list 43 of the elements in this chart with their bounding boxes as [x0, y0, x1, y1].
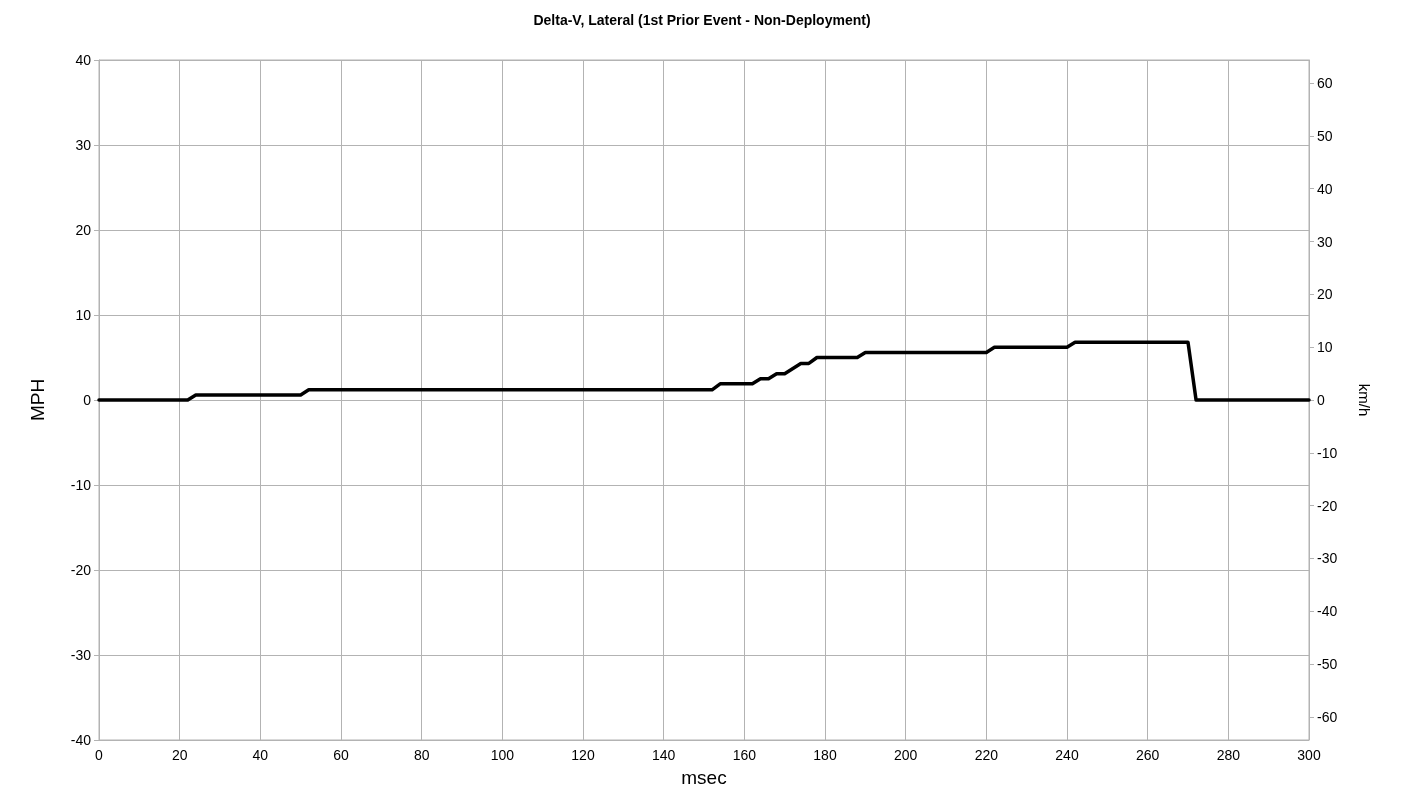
x-tick-label: 40: [252, 747, 269, 763]
y-axis-title: MPH: [27, 378, 48, 422]
x-tick-label: 240: [1055, 747, 1079, 763]
y2-tick-label: 60: [1317, 75, 1333, 92]
x-axis-title: msec: [681, 767, 727, 788]
chart-title: Delta-V, Lateral (1st Prior Event - Non-Deployment): [533, 12, 871, 28]
y2-tick-label: 30: [1317, 233, 1333, 250]
x-tick-label: 80: [413, 747, 430, 763]
y-tick-label: 10: [75, 307, 92, 323]
y2-tick-label: -40: [1317, 603, 1338, 620]
y2-tick-label: -50: [1317, 656, 1338, 673]
x-tick-label: 160: [732, 747, 757, 763]
x-tick-label: 280: [1216, 747, 1241, 763]
line-series: [97, 340, 1311, 402]
y2-tick-label: -10: [1317, 444, 1338, 461]
y2-tick-label: -30: [1317, 550, 1338, 567]
y-tick-label: -40: [70, 732, 92, 748]
x-tick-label: 180: [813, 747, 837, 763]
y2-tick-label: 50: [1317, 127, 1333, 144]
y-tick-label: 30: [75, 137, 92, 153]
y2-tick-label: 40: [1317, 180, 1333, 197]
y2-tick-label: 10: [1317, 339, 1333, 356]
x-tick-label: 20: [171, 747, 188, 763]
y-tick-label: 40: [75, 52, 92, 68]
x-tick-label: 200: [893, 747, 918, 763]
y2-tick-label: 20: [1317, 286, 1333, 303]
x-tick-label: 260: [1135, 747, 1160, 763]
x-tick-label: 220: [974, 747, 999, 763]
x-tick-label: 300: [1297, 747, 1321, 763]
y-tick-label: -10: [70, 477, 92, 493]
x-tick-label: 140: [651, 747, 676, 763]
x-tick-label: 100: [490, 747, 515, 763]
x-tick-label: 0: [95, 747, 104, 763]
x-tick-label: 60: [333, 747, 349, 763]
y2-tick-label: 0: [1317, 392, 1325, 408]
y-tick-label: -20: [70, 562, 92, 578]
y2-tick-label: -60: [1317, 708, 1338, 725]
y2-tick-label: -20: [1317, 497, 1338, 514]
y-tick-label: 0: [83, 392, 92, 408]
y-tick-label: -30: [70, 647, 92, 663]
y-tick-label: 20: [75, 222, 92, 238]
y2-axis-title: km/h: [1356, 383, 1373, 417]
x-tick-label: 120: [571, 747, 595, 763]
